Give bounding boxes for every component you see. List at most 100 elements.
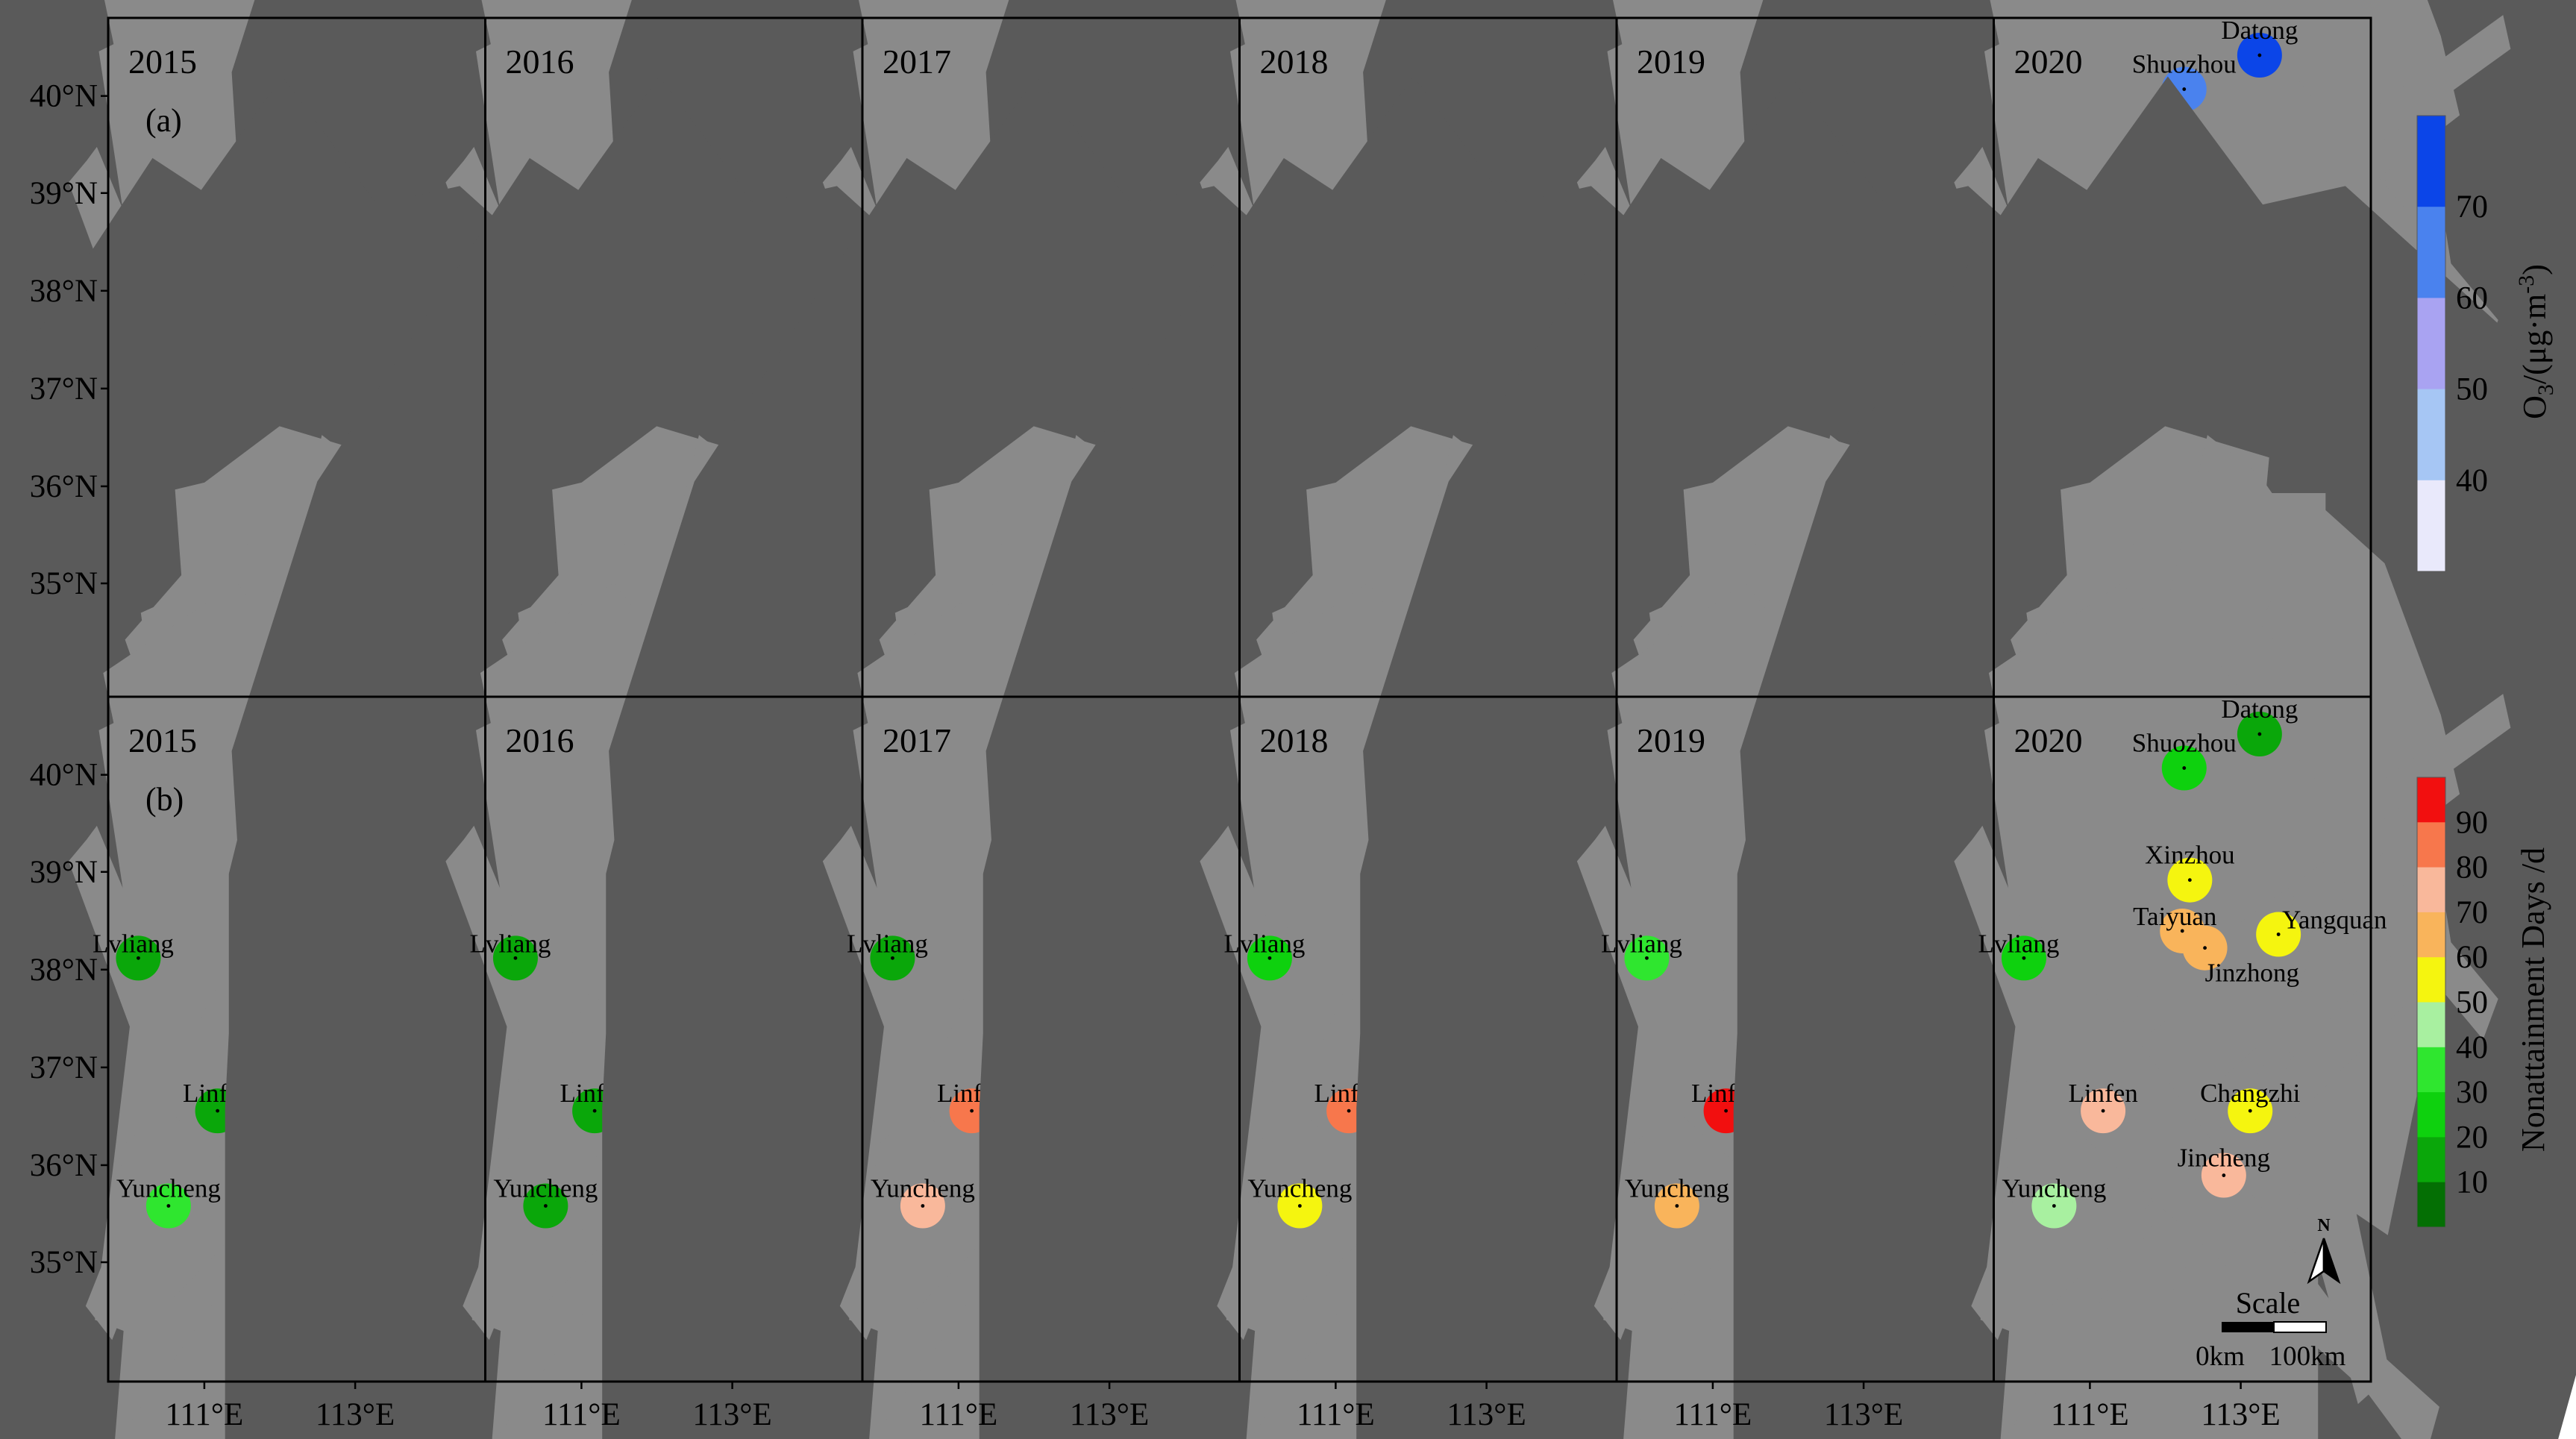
city-label: Yuncheng [1247,1174,1352,1203]
north-arrow-fill [2322,1238,2341,1285]
lat-label: 39°N [30,176,98,211]
panel-year: 2020 [2014,43,2083,81]
panel-year: 2016 [506,43,574,81]
legend-swatch [2417,1047,2445,1093]
scale-label-right: 100km [2269,1341,2346,1372]
lat-label: 35°N [30,1245,98,1280]
city-label: Yangquan [2282,906,2387,935]
legend-nonattainment-days: 90 80 70 60 50 40 30 20 10 Nonattainment Days /d [2416,777,2551,1228]
legend-tick: 20 [2456,1120,2488,1155]
city-point [1645,956,1649,960]
lat-label: 36°N [30,1148,98,1183]
city-label: Datong [2221,16,2298,45]
legend-tick: 40 [2456,1030,2488,1065]
scale-bar-white [2273,1321,2327,1333]
city-point [1347,1109,1351,1113]
city-point [2182,87,2187,91]
city-point [513,956,518,960]
city-point [2187,878,2192,882]
map-panel: Datong Shuozhou Xinzhou Taiyuan Yangquan Lvli… [1978,695,2387,1355]
city-point [1297,1204,1302,1208]
scale-label-left: 0km [2196,1341,2245,1372]
city-point [2022,956,2026,960]
lat-label: 37°N [30,371,98,407]
city-point [2257,53,2262,57]
city-point [2222,1173,2226,1177]
city-point [1267,956,1272,960]
legend-bar-border [2416,777,2446,1228]
city-point [2052,1204,2056,1208]
city-label: Lvliang [847,929,928,958]
legend-swatch [2417,822,2445,868]
legend-tick: 40 [2456,463,2488,498]
row-tag-a: (a) [145,102,182,139]
lon-label: 111°E [1297,1397,1375,1432]
legend-swatch [2417,1092,2445,1138]
scale-and-north: Scale 0km 100km N [2196,1216,2346,1372]
legend-swatch [2417,389,2445,481]
city-point [2203,946,2207,950]
city-point [2180,929,2184,933]
legend-tick: 90 [2456,805,2488,840]
legend-swatch [2417,777,2445,823]
city-point [891,956,894,960]
map-panels: Datong Shuozhou Xinzhou Taiyuan Yangquan Lvli… [93,16,2387,1355]
legend-swatch [2417,207,2445,298]
city-label: Lvliang [470,929,551,958]
city-label: Yuncheng [2002,1174,2106,1203]
city-label: Lvliang [93,929,174,958]
city-point [216,1109,219,1113]
north-label: N [2317,1216,2331,1235]
lon-label: 111°E [920,1397,998,1432]
legend-tick: 30 [2456,1075,2488,1110]
city-point [1675,1204,1679,1208]
legend-swatch [2417,867,2445,913]
lon-label: 113°E [1070,1397,1149,1432]
city-point [921,1204,925,1208]
legend-swatch [2417,298,2445,390]
legend-swatch [2417,1182,2445,1228]
legend-bar-border [2416,115,2446,572]
row-tag-b: (b) [145,781,184,818]
lon-label: 111°E [2051,1397,2129,1432]
legend-tick: 50 [2456,985,2488,1021]
legend-swatch [2417,480,2445,572]
lat-label: 38°N [30,274,98,309]
legend-tick: 60 [2456,280,2488,316]
scale-title: Scale [2236,1286,2301,1320]
panel-year: 2018 [1260,721,1329,759]
legend-swatch [2417,116,2445,207]
lon-label: 111°E [542,1397,621,1432]
panel-year: 2019 [1637,43,1705,81]
legend-tick: 70 [2456,189,2488,225]
city-point [2101,1109,2105,1113]
city-label: Lvliang [1601,929,1682,958]
lon-label: 113°E [692,1397,771,1432]
city-label: Lvliang [1978,929,2060,958]
legend-swatch [2417,957,2445,1003]
city-label: Yuncheng [116,1174,221,1203]
panel-year: 2015 [128,721,197,759]
axes-labels: 40°N 39°N 38°N 37°N 36°N 35°N 40°N 39°N 38°N 37°N… [30,79,2281,1432]
city-label: Yuncheng [871,1174,975,1203]
lon-label: 111°E [1674,1397,1752,1432]
city-label: Yuncheng [493,1174,598,1203]
city-label: Jincheng [2178,1144,2270,1173]
legend-swatch [2417,1137,2445,1183]
lat-label: 35°N [30,566,98,601]
city-point [2182,766,2187,770]
legend-tick: 60 [2456,940,2488,975]
panel-year: 2015 [128,43,197,81]
city-label: Taiyuan [2133,902,2216,931]
scale-bar-black [2222,1322,2274,1332]
legend-tick: 80 [2456,850,2488,885]
city-label: Changzhi [2200,1079,2300,1108]
city-label: Lvliang [1224,929,1306,958]
lat-label: 40°N [30,79,98,114]
city-point [2276,932,2281,936]
city-label: Xinzhou [2145,162,2235,191]
figure-frame [107,16,2372,1383]
city-point [166,1204,171,1208]
panel-year: 2019 [1637,721,1705,759]
